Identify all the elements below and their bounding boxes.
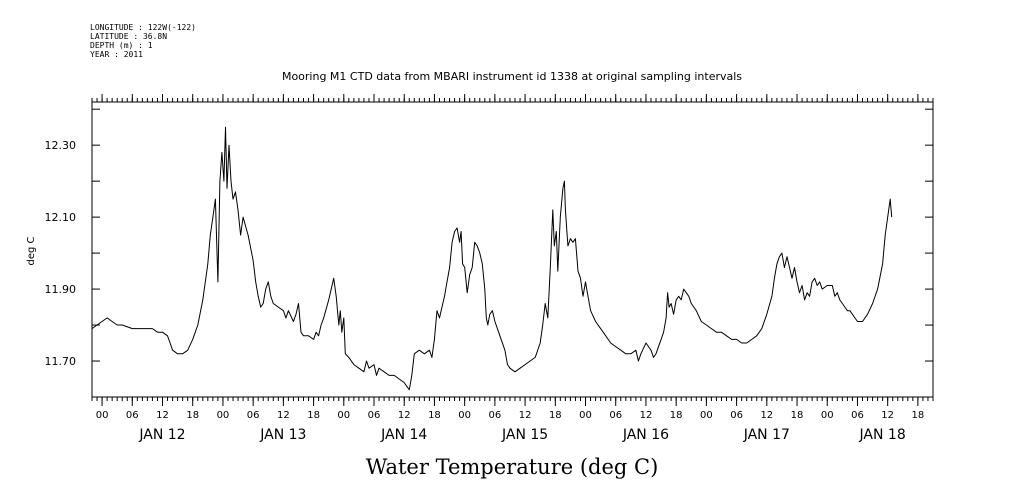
y-tick-label: 12.30 (45, 139, 77, 152)
longitude-text: LONGITUDE : 122W(-122) (90, 23, 196, 32)
x-tick-label: 12 (398, 410, 411, 421)
x-tick-label: 18 (186, 410, 199, 421)
x-tick-label: 12 (760, 410, 773, 421)
y-tick-label: 11.90 (45, 283, 77, 296)
x-tick-label: 00 (700, 410, 713, 421)
x-tick-label: 06 (126, 410, 139, 421)
temperature-series-line (91, 126, 893, 391)
x-tick-label: 00 (458, 410, 471, 421)
day-label: JAN 15 (501, 427, 548, 443)
x-tick-label: 18 (670, 410, 683, 421)
axes: 00 06 12 18 00 06 12 18 00 06 12 18 00 06 12 18 00 06 12 18… (45, 94, 934, 443)
day-label: JAN 17 (743, 427, 790, 443)
x-tick-label: 00 (579, 410, 592, 421)
x-tick-label: 12 (519, 410, 532, 421)
chart-title: Mooring M1 CTD data from MBARI instrumen… (282, 70, 742, 83)
metadata-block: LONGITUDE : 122W(-122) LATITUDE : 36.8N … (90, 23, 196, 59)
day-label: JAN 13 (259, 427, 306, 443)
series-group (91, 126, 893, 391)
x-tick-label: 12 (881, 410, 894, 421)
x-tick-label: 06 (489, 410, 502, 421)
x-tick-label: 18 (307, 410, 320, 421)
day-label: JAN 12 (138, 427, 185, 443)
x-tick-label: 06 (368, 410, 381, 421)
x-tick-label: 00 (821, 410, 834, 421)
x-tick-label: 00 (217, 410, 230, 421)
y-axis-label: deg C (26, 236, 37, 265)
y-tick-label: 12.10 (45, 211, 77, 224)
day-label: JAN 18 (859, 427, 906, 443)
day-label: JAN 14 (380, 427, 427, 443)
plot-frame (91, 101, 934, 398)
year-text: YEAR : 2011 (90, 50, 143, 59)
x-tick-label: 18 (791, 410, 804, 421)
x-tick-label: 00 (337, 410, 350, 421)
depth-text: DEPTH (m) : 1 (90, 41, 153, 50)
x-tick-label: 06 (609, 410, 622, 421)
x-tick-label: 06 (730, 410, 743, 421)
x-tick-label: 18 (428, 410, 441, 421)
x-tick-label: 12 (640, 410, 653, 421)
x-tick-label: 18 (549, 410, 562, 421)
x-tick-label: 12 (156, 410, 169, 421)
x-tick-label: 06 (851, 410, 864, 421)
x-tick-label: 12 (277, 410, 290, 421)
x-axis-label: Water Temperature (deg C) (366, 455, 659, 479)
y-tick-label: 11.70 (45, 355, 77, 368)
x-tick-label: 00 (96, 410, 109, 421)
latitude-text: LATITUDE : 36.8N (90, 32, 168, 41)
x-tick-label: 18 (912, 410, 925, 421)
day-label: JAN 16 (622, 427, 669, 443)
x-tick-label: 06 (247, 410, 260, 421)
